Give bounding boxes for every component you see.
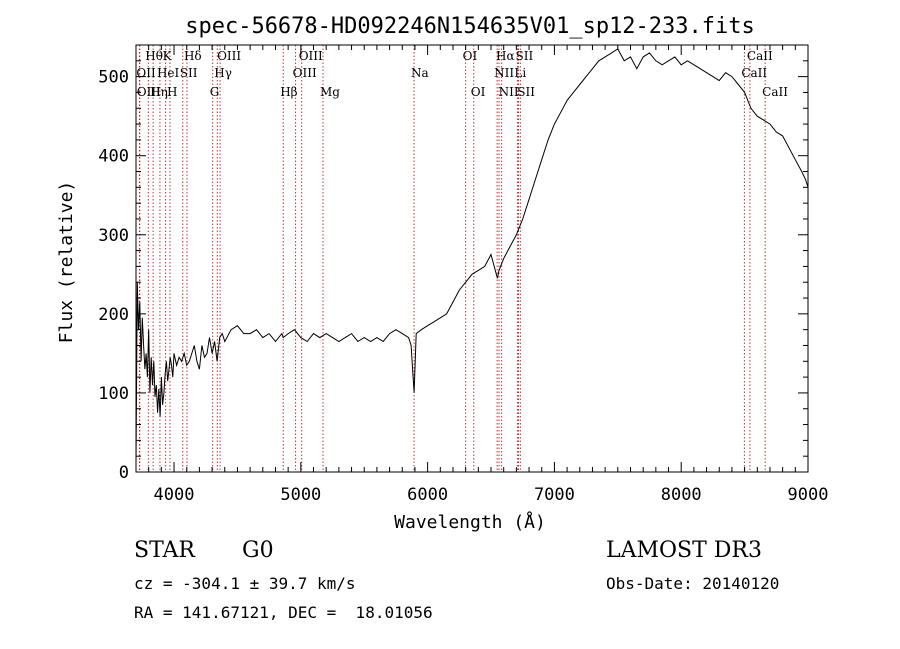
line-label-2: OIII — [137, 85, 161, 99]
line-label-21: NII — [499, 85, 519, 99]
line-label-9: OIII — [217, 49, 241, 63]
line-label-17: OI — [463, 49, 478, 63]
y-tick-label-3: 300 — [98, 226, 129, 246]
obs-date: Obs-Date: 20140120 — [606, 574, 780, 593]
y-tick-label-0: 0 — [119, 463, 129, 483]
line-label-23: Li — [514, 66, 526, 80]
line-marker-layer — [138, 45, 766, 472]
y-tick-label-1: 100 — [98, 384, 129, 404]
y-axis-label: Flux (relative) — [56, 181, 77, 344]
line-label-26: CaII — [741, 66, 767, 80]
line-label-1: OII — [136, 66, 156, 80]
line-label-16: Na — [411, 66, 429, 80]
x-tick-label-3: 7000 — [534, 485, 575, 505]
line-label-7: Hδ — [184, 49, 202, 63]
line-label-13: OIII — [299, 49, 323, 63]
y-tick-label-2: 200 — [98, 305, 129, 325]
x-tick-label-1: 5000 — [280, 485, 321, 505]
line-label-10: Hγ — [214, 66, 232, 80]
line-label-18: OI — [471, 85, 486, 99]
plot-frame — [135, 44, 809, 473]
x-tick-label-5: 9000 — [788, 485, 829, 505]
line-label-22: SII — [516, 49, 534, 63]
line-label-4: K — [163, 49, 173, 63]
line-label-20: NII — [494, 66, 514, 80]
x-tick-label-2: 6000 — [407, 485, 448, 505]
line-label-3: Hη — [150, 85, 168, 99]
x-tick-label-0: 4000 — [154, 485, 195, 505]
line-label-19: Hα — [496, 49, 515, 63]
line-label-12: Hβ — [280, 85, 297, 99]
line-label-8: SII — [180, 66, 198, 80]
y-tick-label-5: 500 — [98, 68, 129, 88]
line-label-11: G — [210, 85, 220, 99]
line-label-15: Mg — [320, 85, 340, 99]
line-label-6: H — [167, 85, 177, 99]
redshift-readout: cz = -304.1 ± 39.7 km/s — [134, 574, 356, 593]
line-label-0: Hθ — [145, 49, 163, 63]
survey-name: LAMOST DR3 — [606, 538, 762, 563]
x-axis-label: Wavelength (Å) — [394, 511, 546, 533]
line-label-25: CaII — [747, 49, 773, 63]
line-label-14: OIII — [293, 66, 317, 80]
axis-ticks: 4000 5000 6000 7000 8000 9000 0 100 200 300 400 500 — [98, 45, 828, 505]
chart-title: spec-56678-HD092246N154635V01_sp12-233.f… — [185, 14, 755, 39]
x-tick-label-4: 8000 — [661, 485, 702, 505]
line-label-24: SII — [517, 85, 535, 99]
line-label-5: HeI — [157, 66, 180, 80]
object-class: STAR — [134, 538, 195, 563]
y-tick-label-4: 400 — [98, 147, 129, 167]
spectrum-line — [135, 48, 809, 465]
line-label-27: CaII — [762, 85, 788, 99]
object-subclass: G0 — [242, 538, 274, 563]
coordinates: RA = 141.67121, DEC = 18.01056 — [134, 603, 433, 622]
